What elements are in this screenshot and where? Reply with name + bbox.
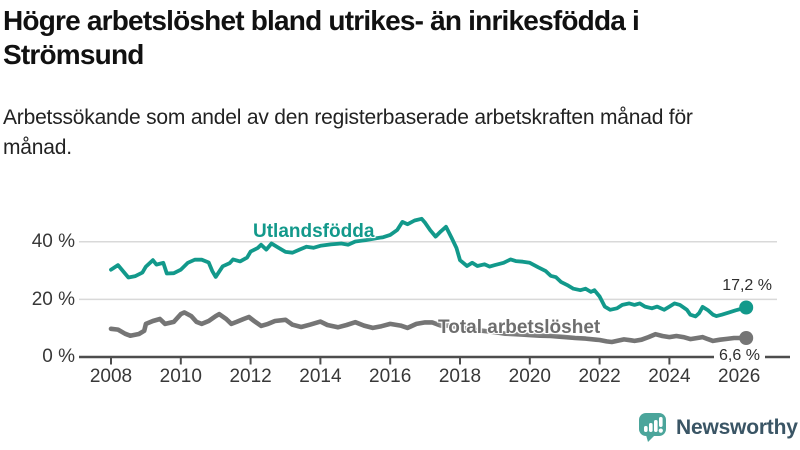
series-label-total-arbetsloshet: Total arbetslöshet (438, 317, 601, 338)
x-tick-label: 2008 (89, 366, 133, 387)
y-tick-label-40: 40 % (31, 231, 75, 252)
end-value-utlandsfodda: 17,2 % (722, 277, 772, 294)
x-tick-label: 2016 (369, 366, 412, 387)
x-tick-label: 2022 (578, 366, 621, 387)
x-tick-label: 2026 (718, 366, 761, 387)
x-tick-label: 2024 (648, 366, 691, 387)
newsworthy-logo[interactable]: Newsworthy (638, 412, 798, 443)
x-tick-label: 2012 (229, 366, 272, 387)
end-value-total-arbetsloshet: 6,6 % (714, 346, 765, 366)
x-tick-label: 2018 (438, 366, 482, 387)
x-tick-label: 2014 (299, 366, 342, 387)
newsworthy-wordmark: Newsworthy (676, 415, 798, 439)
x-tick-label: 2010 (159, 366, 202, 387)
page-title: Högre arbetslöshet bland utrikes- än inr… (3, 5, 640, 70)
page-subtitle: Arbetssökande som andel av den registerb… (3, 106, 693, 159)
x-tick-label: 2020 (508, 366, 551, 387)
y-tick-label-20: 20 % (31, 289, 75, 310)
newsworthy-icon (639, 413, 666, 442)
series-label-utlandsfodda: Utlandsfödda (253, 221, 375, 242)
y-tick-label-0: 0 % (42, 346, 75, 367)
